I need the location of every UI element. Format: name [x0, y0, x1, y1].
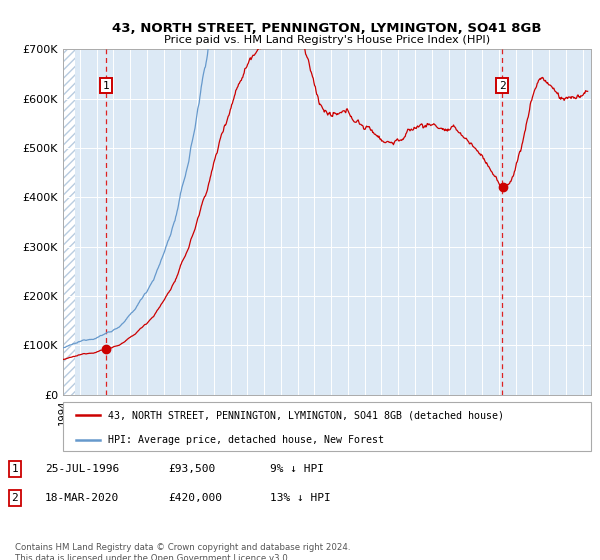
Text: 43, NORTH STREET, PENNINGTON, LYMINGTON, SO41 8GB (detached house): 43, NORTH STREET, PENNINGTON, LYMINGTON,… — [108, 410, 504, 421]
Text: Contains HM Land Registry data © Crown copyright and database right 2024.
This d: Contains HM Land Registry data © Crown c… — [15, 543, 350, 560]
Bar — [63, 49, 75, 395]
Text: 25-JUL-1996: 25-JUL-1996 — [45, 464, 119, 474]
Text: 13% ↓ HPI: 13% ↓ HPI — [270, 493, 331, 503]
Text: HPI: Average price, detached house, New Forest: HPI: Average price, detached house, New … — [108, 435, 384, 445]
Text: 2: 2 — [499, 81, 506, 91]
Text: Price paid vs. HM Land Registry's House Price Index (HPI): Price paid vs. HM Land Registry's House … — [164, 35, 490, 45]
Text: 9% ↓ HPI: 9% ↓ HPI — [270, 464, 324, 474]
Text: £420,000: £420,000 — [168, 493, 222, 503]
Text: £93,500: £93,500 — [168, 464, 215, 474]
Text: 1: 1 — [11, 464, 19, 474]
Text: 18-MAR-2020: 18-MAR-2020 — [45, 493, 119, 503]
Text: 43, NORTH STREET, PENNINGTON, LYMINGTON, SO41 8GB: 43, NORTH STREET, PENNINGTON, LYMINGTON,… — [112, 22, 542, 35]
FancyBboxPatch shape — [63, 402, 591, 451]
Text: 1: 1 — [103, 81, 109, 91]
Text: 2: 2 — [11, 493, 19, 503]
